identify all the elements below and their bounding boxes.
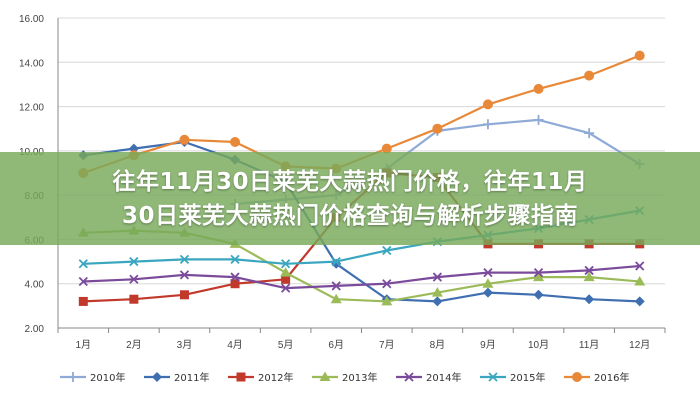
data-point: [584, 294, 595, 305]
data-point: [78, 296, 88, 306]
data-point: [280, 259, 291, 269]
data-point: [635, 261, 645, 271]
data-point: [584, 70, 595, 81]
data-point: [533, 289, 544, 300]
legend-label: 2013年: [342, 371, 377, 384]
data-point: [483, 268, 493, 278]
data-point: [281, 274, 291, 284]
data-point: [381, 295, 393, 306]
data-point: [179, 134, 190, 145]
x-tick-label: 2月: [126, 339, 142, 351]
data-point: [230, 279, 240, 289]
legend-item: 2011年: [144, 371, 209, 384]
y-tick-label: 14.00: [19, 58, 44, 69]
data-point: [482, 119, 493, 130]
data-point: [280, 283, 291, 293]
legend-item: 2014年: [396, 371, 461, 384]
y-tick-label: 16.00: [19, 14, 44, 25]
data-point: [482, 99, 493, 110]
legend-label: 2014年: [426, 371, 461, 384]
legend-label: 2015年: [510, 371, 545, 384]
data-point: [78, 259, 88, 269]
legend-marker: [152, 372, 162, 382]
legend-marker: [68, 372, 78, 382]
x-tick-label: 10月: [528, 339, 549, 351]
legend-marker: [488, 372, 498, 382]
legend-marker: [404, 372, 414, 382]
data-point: [230, 254, 240, 264]
data-point: [432, 296, 443, 307]
legend-label: 2011年: [174, 371, 209, 384]
data-point: [179, 270, 190, 280]
series-line: [83, 264, 640, 290]
x-tick-label: 11月: [579, 339, 599, 351]
data-point: [583, 271, 595, 282]
data-point: [634, 296, 645, 307]
x-tick-label: 6月: [328, 339, 344, 351]
data-point: [330, 293, 342, 304]
data-point: [230, 272, 240, 282]
data-point: [432, 123, 443, 134]
legend-label: 2012年: [258, 371, 293, 384]
data-point: [533, 83, 544, 94]
data-point: [331, 281, 341, 291]
data-point: [382, 279, 392, 289]
data-point: [129, 274, 139, 284]
x-tick-label: 12月: [629, 339, 650, 351]
data-point: [634, 276, 646, 286]
data-point: [179, 290, 189, 300]
legend-marker: [572, 372, 582, 382]
x-tick-label: 9月: [480, 339, 496, 351]
data-point: [129, 294, 139, 304]
data-point: [482, 278, 494, 288]
banner-line-2: 30日莱芜大蒜热门价格查询与解析步骤指南: [121, 202, 578, 229]
data-point: [431, 287, 443, 297]
legend-item: 2016年: [564, 371, 629, 384]
legend-item: 2010年: [60, 371, 125, 384]
x-tick-label: 8月: [430, 339, 446, 351]
banner-line-1: 往年11月30日莱芜大蒜热门价格，往年11月: [112, 168, 588, 195]
data-point: [280, 267, 292, 277]
data-point: [179, 254, 190, 264]
legend-label: 2010年: [90, 371, 125, 384]
data-point: [230, 137, 241, 147]
legend-item: 2012年: [228, 371, 293, 384]
data-point: [584, 265, 594, 276]
legend-item: 2015年: [480, 371, 545, 384]
legend-marker: [319, 371, 331, 381]
data-point: [584, 128, 595, 139]
data-point: [533, 114, 544, 125]
data-point: [533, 268, 544, 278]
data-point: [129, 256, 139, 267]
x-tick-label: 7月: [379, 339, 395, 351]
data-point: [533, 271, 545, 282]
data-point: [634, 50, 645, 61]
data-point: [78, 276, 88, 287]
y-tick-label: 2.00: [25, 324, 45, 335]
y-tick-label: 12.00: [19, 103, 44, 114]
x-tick-label: 3月: [177, 339, 193, 351]
x-tick-label: 5月: [278, 339, 294, 351]
data-point: [382, 245, 392, 256]
data-point: [482, 287, 493, 298]
y-tick-label: 4.00: [25, 280, 45, 291]
data-point: [381, 143, 392, 154]
legend-label: 2016年: [594, 371, 629, 384]
data-point: [331, 256, 341, 267]
title-banner: 往年11月30日莱芜大蒜热门价格，往年11月 30日莱芜大蒜热门价格查询与解析步…: [0, 152, 700, 245]
x-tick-label: 1月: [76, 339, 92, 351]
legend-marker: [236, 372, 246, 382]
data-point: [432, 272, 443, 282]
series-2014年: [78, 261, 645, 293]
legend-item: 2013年: [312, 371, 377, 384]
legend: 2010年 2011年 2012年 2013年 2014年 2015年 2016年: [60, 371, 629, 384]
x-tick-label: 4月: [227, 339, 243, 351]
